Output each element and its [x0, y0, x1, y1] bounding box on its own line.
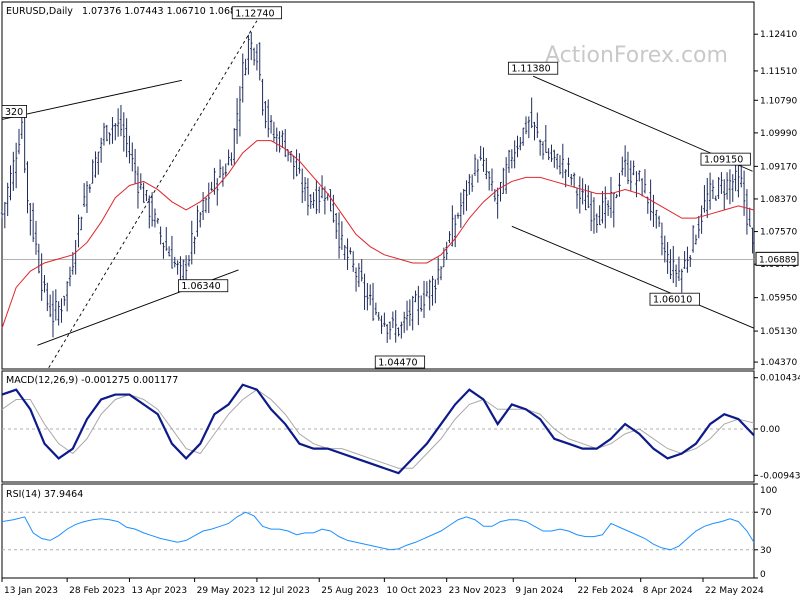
price-series [0, 32, 755, 343]
main-panel-frame [1, 1, 755, 370]
rsi-line [1, 511, 755, 551]
date-tick-label: 13 Apr 2023 [131, 586, 187, 596]
price-annotation-box [231, 6, 283, 20]
rsi-panel-frame [1, 483, 755, 579]
price-annotation-label: 1.09150 [704, 155, 743, 166]
main-header: EURUSD,Daily 1.07376 1.07443 1.06710 1.0… [6, 6, 248, 17]
price-tick-label: 1.09990 [760, 129, 797, 139]
rsi-tick-label: 0 [760, 570, 766, 580]
date-tick-label: 10 Oct 2023 [386, 586, 442, 596]
price-annotation-label: 1.06340 [181, 281, 220, 292]
date-axis: 13 Jan 2023 28 Feb 2023 13 Apr 2023 29 May … [1, 578, 764, 596]
price-tick-label: 1.08370 [760, 195, 797, 205]
watermark: ActionForex.com [545, 43, 728, 68]
macd-tick-label: 0.00 [760, 425, 780, 435]
price-annotation-label: 1.11380 [511, 64, 550, 75]
date-tick-label: 23 Nov 2023 [449, 586, 507, 596]
price-annotation-label: 1.06010 [653, 295, 692, 306]
rsi-header: RSI(14) 37.9464 [6, 489, 83, 500]
rsi-tick-label: 100 [760, 486, 777, 496]
date-tick-label: 29 May 2023 [197, 586, 256, 596]
date-tick-label: 8 Apr 2024 [643, 586, 693, 596]
date-tick-label: 28 Feb 2023 [69, 586, 125, 596]
price-tick-label: 1.04370 [760, 358, 797, 368]
date-tick-label: 22 May 2024 [705, 586, 764, 596]
macd-tick-label: -0.009436 [760, 471, 800, 481]
price-tick-label: 1.12410 [760, 30, 797, 40]
macd-main-line [1, 383, 755, 475]
price-axis: 1.12410 1.11510 1.10790 1.09990 1.09170 1.083… [754, 30, 799, 368]
date-tick-label: 22 Feb 2024 [578, 586, 634, 596]
trendline [511, 225, 755, 329]
price-annotation-box [649, 292, 700, 306]
price-annotation-box [700, 152, 751, 166]
macd-panel-frame [1, 370, 755, 483]
current-price-label: 1.06889 [759, 255, 796, 265]
date-tick-label: 13 Jan 2023 [4, 586, 58, 596]
price-annotation-box [374, 355, 426, 369]
macd-tick-label: 0.010434 [760, 374, 800, 384]
macd-axis: 0.010434 0.00 -0.009436 [754, 374, 800, 481]
price-tick-label: 1.07570 [760, 228, 797, 238]
ohlc-label: 1.07376 1.07443 1.06710 1.06889 [82, 6, 248, 17]
macd-series [1, 383, 755, 475]
price-annotation-label: 1.12740 [235, 8, 274, 19]
price-annotation-box [1, 105, 28, 118]
macd-header: MACD(12,26,9) -0.001275 0.001177 [6, 375, 178, 386]
current-price-box [755, 251, 799, 266]
symbol-label: EURUSD,Daily [6, 6, 73, 17]
rsi-tick-label: 30 [760, 546, 772, 556]
price-tick-label: 1.05950 [760, 294, 797, 304]
annotations: 320 1.12740 1.06340 1.04470 1.11380 1.09150 1.… [1, 6, 751, 369]
price-annotation-label: 1.04470 [378, 357, 417, 368]
price-annotation-box [177, 279, 229, 293]
price-annotation-box [507, 61, 559, 75]
date-tick-label: 25 Aug 2023 [321, 586, 379, 596]
price-tick-label: 1.09170 [760, 162, 797, 172]
price-tick-label: 1.11510 [760, 67, 797, 77]
date-tick-label: 12 Jul 2023 [259, 586, 310, 596]
date-tick-label: 9 Jan 2024 [515, 586, 563, 596]
price-annotation-label: 320 [5, 107, 23, 118]
rsi-series [1, 511, 755, 551]
price-tick-label: 1.10790 [760, 96, 797, 106]
macd-signal-line [1, 389, 755, 469]
moving-average-line [1, 140, 755, 329]
rsi-axis: 100 70 30 0 [754, 483, 777, 580]
rsi-tick-label: 70 [760, 508, 772, 518]
price-tick-label: 1.05130 [760, 327, 797, 337]
trendline [1, 79, 182, 120]
dashed-trendline [48, 20, 258, 369]
